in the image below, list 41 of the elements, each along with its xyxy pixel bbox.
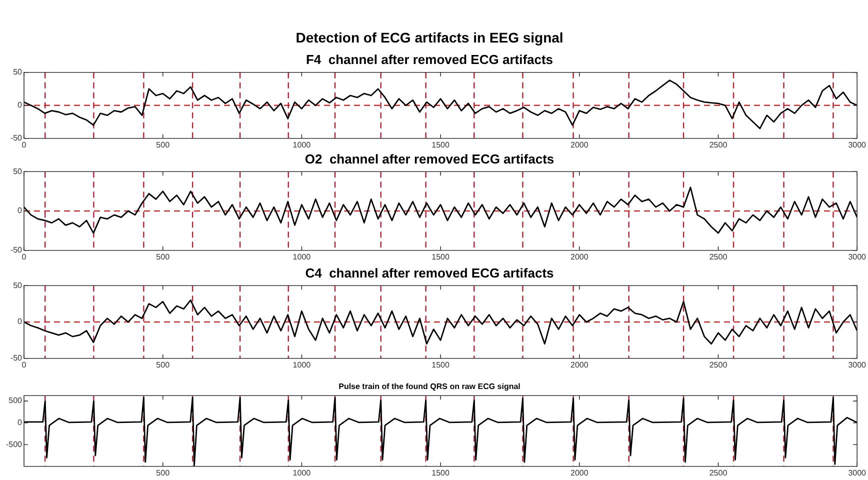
x-tick-label: 2500 (709, 468, 728, 478)
y-tick-label: -50 (10, 134, 23, 143)
y-tick-label: 50 (13, 166, 23, 176)
x-tick-label: 3000 (848, 468, 867, 478)
chart-title: Pulse train of the found QRS on raw ECG signal (338, 382, 520, 392)
chart-subtitle: F4 channel after removed ECG artifacts (306, 52, 554, 68)
x-tick-label: 2000 (570, 252, 589, 262)
x-tick-label: 2000 (570, 468, 589, 478)
y-tick-label: 50 (13, 68, 23, 77)
x-tick-label: 2000 (570, 360, 589, 370)
x-tick-label: 2000 (570, 140, 589, 150)
y-tick-label: -500 (6, 440, 23, 449)
x-tick-label: 1500 (432, 252, 450, 262)
y-tick-label: 0 (18, 418, 23, 428)
x-tick-label: 1500 (432, 140, 450, 150)
x-tick-label: 500 (156, 360, 170, 370)
chart-title: Detection of ECG artifacts in EEG signal (296, 29, 564, 46)
x-tick-label: 2500 (709, 140, 728, 150)
y-tick-label: 0 (18, 100, 23, 110)
y-tick-label: 0 (18, 317, 23, 326)
y-tick-label: -50 (10, 246, 23, 255)
x-tick-label: 2500 (709, 360, 728, 370)
x-tick-label: 3000 (848, 252, 867, 262)
y-tick-label: 500 (8, 396, 23, 406)
y-tick-label: 50 (13, 280, 23, 290)
x-tick-label: 1000 (292, 360, 312, 370)
x-tick-label: 3000 (848, 140, 867, 150)
x-tick-label: 3000 (848, 360, 867, 370)
x-tick-label: 500 (156, 252, 170, 262)
x-tick-label: 2500 (709, 252, 728, 262)
y-tick-label: 0 (18, 206, 23, 216)
chart-title: C4 channel after removed ECG artifacts (305, 265, 554, 280)
x-tick-label: 1500 (432, 360, 450, 370)
x-tick-label: 500 (156, 468, 170, 478)
x-tick-label: 1500 (432, 468, 450, 478)
x-tick-label: 1000 (292, 468, 312, 478)
x-tick-label: 1000 (292, 140, 312, 150)
x-tick-label: 1000 (292, 252, 312, 262)
chart-title: O2 channel after removed ECG artifacts (304, 151, 554, 166)
x-tick-label: 500 (156, 140, 170, 150)
y-tick-label: -50 (10, 354, 23, 363)
